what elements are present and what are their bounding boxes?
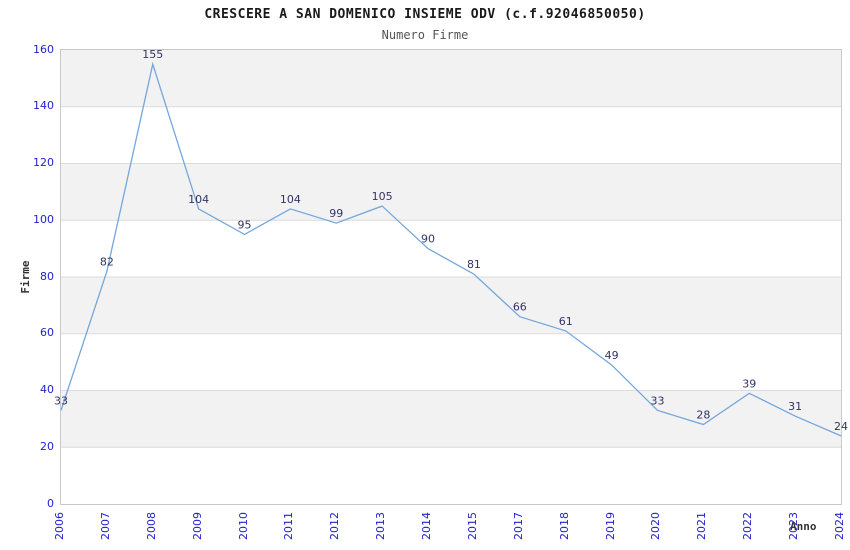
data-point-label: 49 [605, 349, 619, 362]
data-point-label: 28 [696, 409, 710, 422]
data-point-label: 105 [372, 190, 393, 203]
data-point-label: 81 [467, 258, 481, 271]
data-point-label: 90 [421, 233, 435, 246]
data-point-label: 24 [834, 420, 848, 433]
data-point-label: 104 [188, 193, 209, 206]
data-point-label: 66 [513, 301, 527, 314]
y-tick-label: 60 [40, 326, 54, 340]
x-tick-label: 2006 [53, 512, 66, 540]
x-tick-label: 2022 [741, 512, 755, 540]
x-tick-label: 2017 [511, 512, 525, 540]
data-point-label: 155 [142, 48, 163, 61]
x-tick-label: 2009 [190, 512, 204, 540]
x-axis-title: Anno [790, 520, 817, 533]
y-tick-label: 140 [33, 99, 54, 113]
x-tick-label: 2010 [236, 512, 250, 540]
data-point-label: 99 [329, 207, 343, 220]
data-point-label: 95 [238, 218, 252, 231]
data-point-label: 33 [650, 394, 664, 407]
y-tick-label: 0 [47, 496, 54, 510]
x-tick-label: 2018 [557, 512, 571, 540]
line-chart-canvas: 33 82 155 104 95 104 99 105 90 81 66 61 49 33 28 39 31 24 [54, 48, 848, 448]
x-tick-label: 2019 [603, 512, 617, 540]
data-point-label: 104 [280, 193, 301, 206]
y-tick-label: 80 [40, 269, 54, 283]
trend-line [60, 61, 842, 437]
x-tick-label: 2020 [649, 512, 663, 540]
data-point-label: 82 [100, 255, 114, 268]
x-tick-label: 2021 [695, 512, 709, 540]
x-tick-label: 2015 [465, 512, 479, 540]
y-tick-label: 120 [33, 156, 54, 169]
chart-subtitle: Numero Firme [381, 28, 469, 42]
data-point-label: 39 [742, 377, 756, 390]
x-tick-label: 2007 [98, 512, 112, 540]
y-axis-title: Firme [19, 260, 32, 294]
y-tick-label: 40 [40, 383, 54, 396]
chart-title: CRESCERE A SAN DOMENICO INSIEME ODV (c.f… [204, 7, 646, 22]
y-tick-label: 20 [40, 439, 54, 453]
data-point-label: 33 [54, 394, 68, 407]
x-tick-label: 2011 [282, 512, 296, 540]
plot-area: 33 82 155 104 95 104 99 105 90 81 66 61 49 33 28 39 31 24 [54, 48, 848, 505]
x-tick-label: 2012 [328, 512, 342, 540]
x-tick-label: 2008 [144, 512, 158, 540]
y-tick-label: 160 [33, 42, 54, 56]
y-tick-label: 100 [33, 212, 54, 226]
data-point-label: 61 [559, 315, 573, 328]
x-tick-label: 2013 [374, 512, 388, 540]
data-point-label: 31 [788, 400, 802, 413]
x-tick-label: 2014 [420, 512, 434, 540]
